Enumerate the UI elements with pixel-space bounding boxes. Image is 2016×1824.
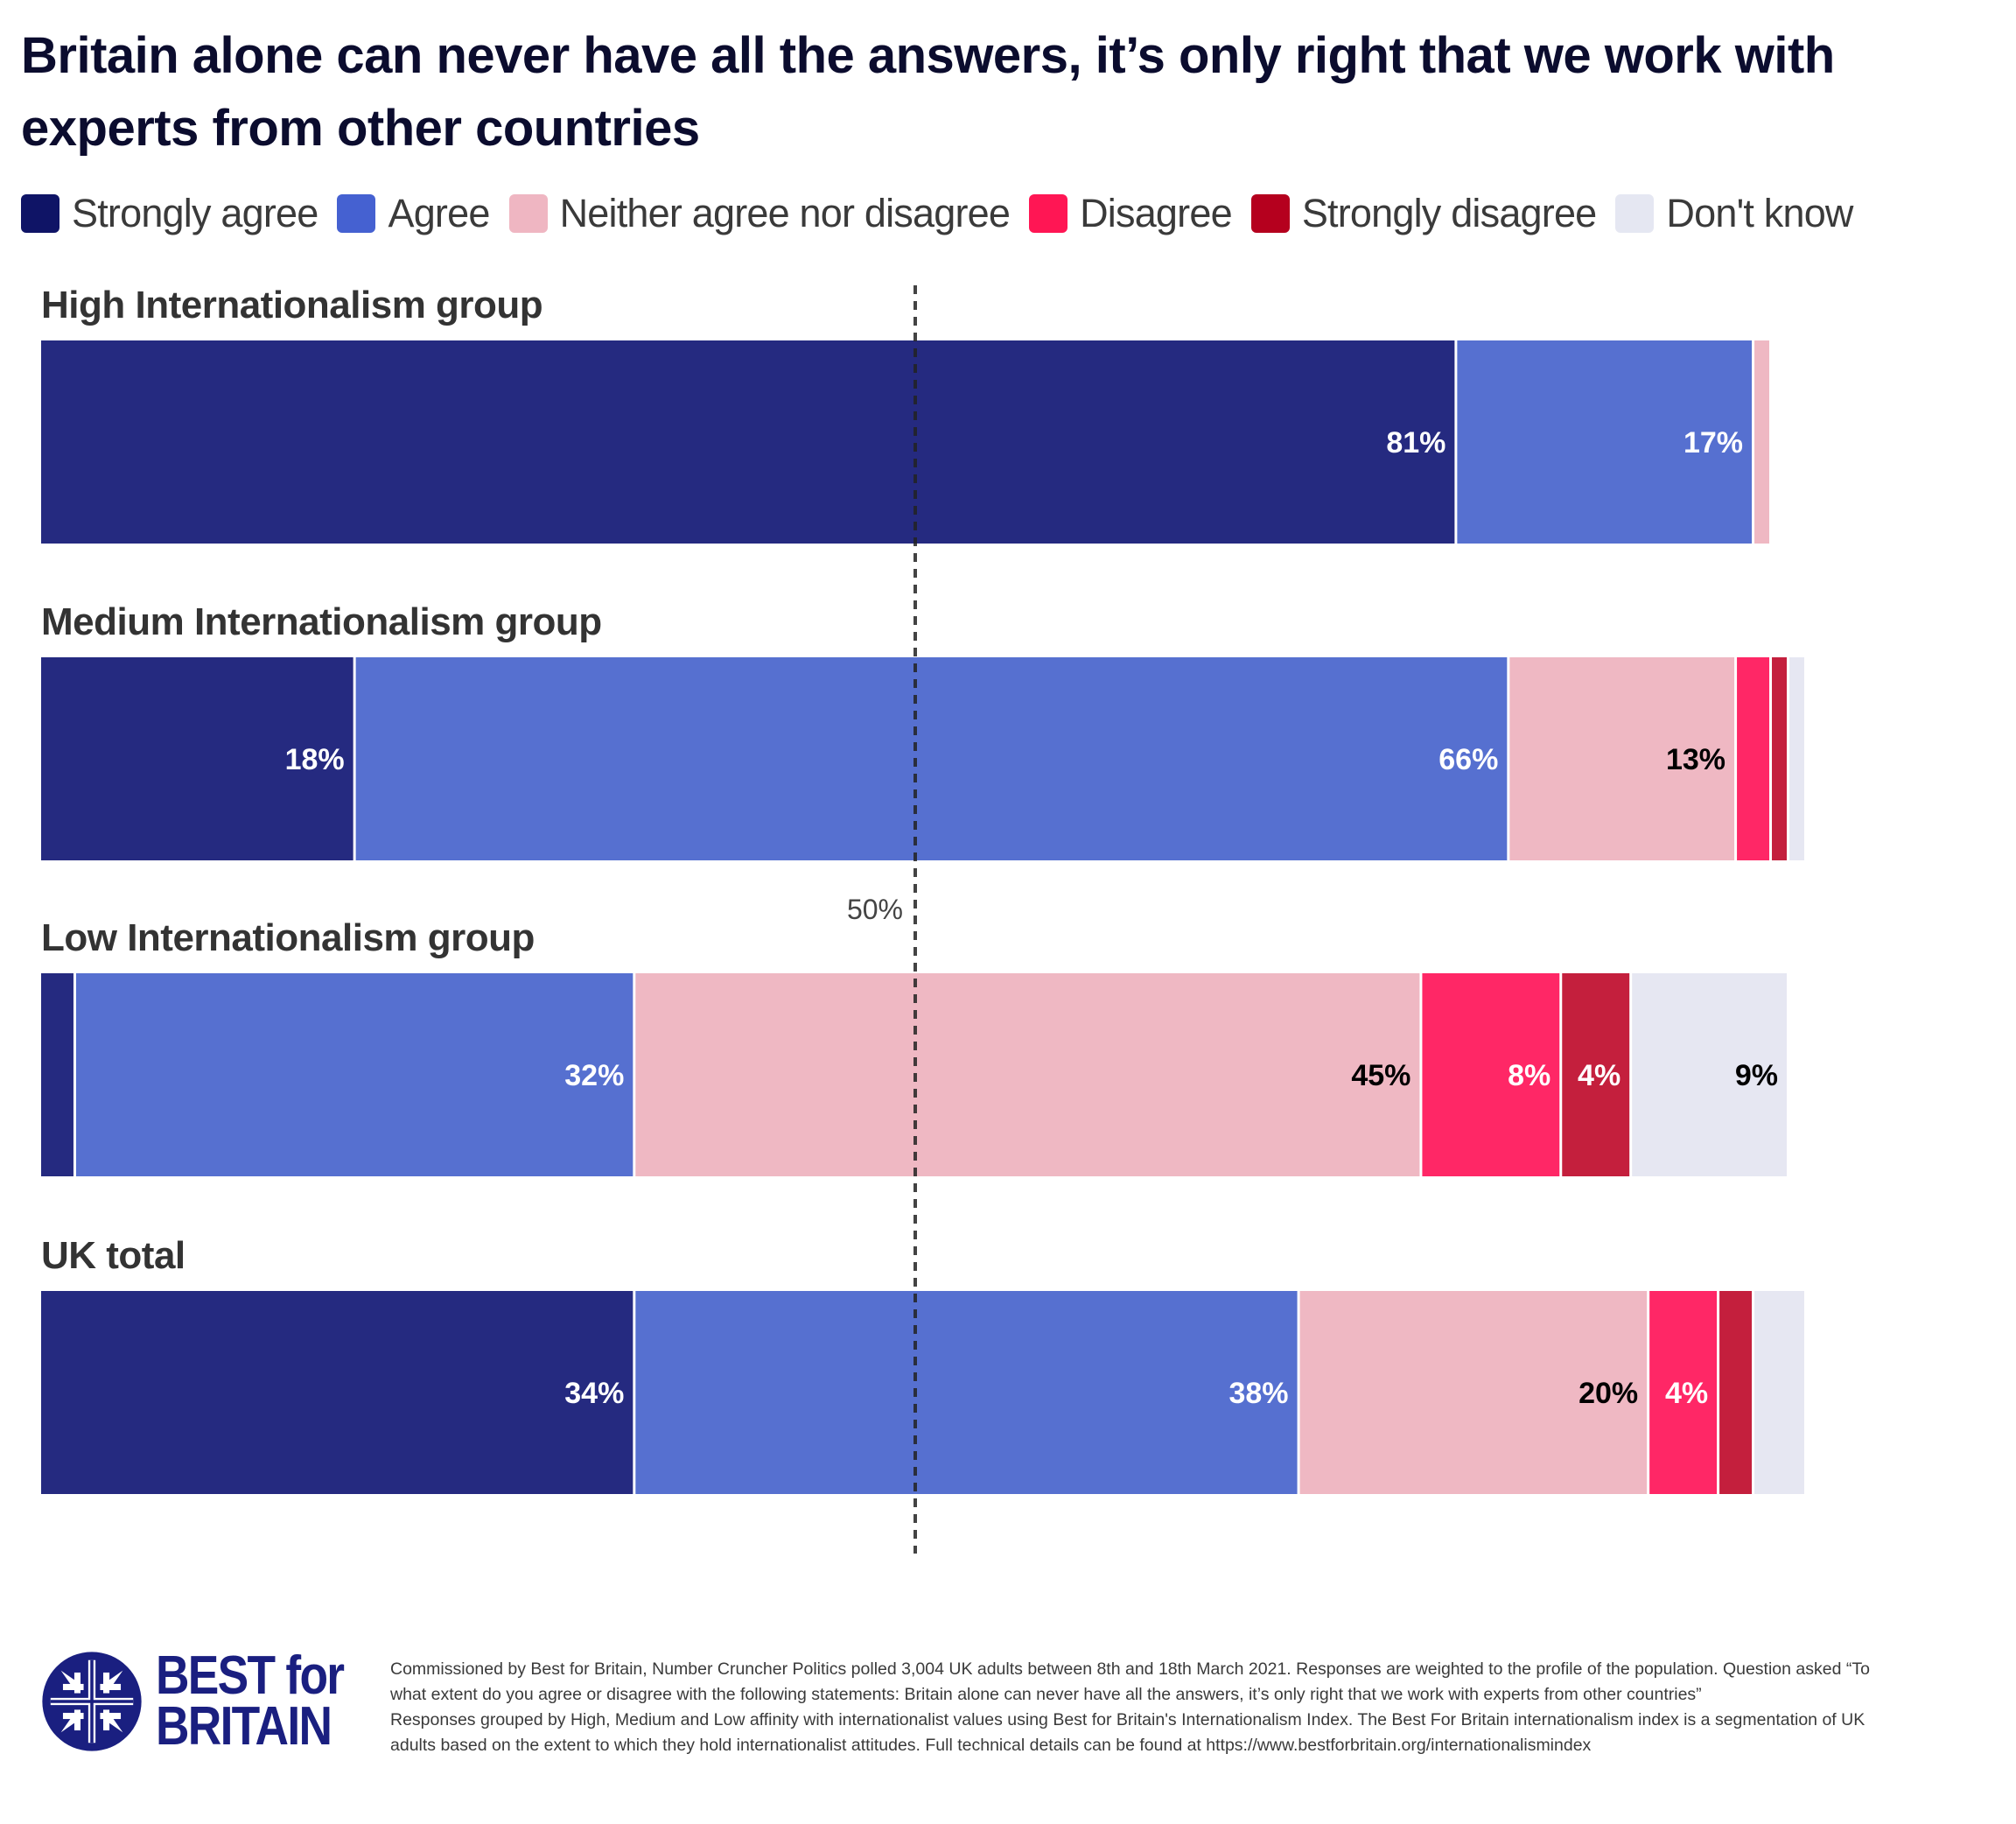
legend-item-dont-know: Don't know — [1615, 191, 1853, 236]
bar-segment-low-internationalism-group-agree — [75, 973, 634, 1176]
bars-layer — [41, 340, 1804, 1494]
bar-segment-uk-total-neither-agree-nor-disagree — [1299, 1291, 1648, 1494]
reference-line-label: 50% — [847, 894, 903, 925]
legend-label: Don't know — [1666, 191, 1853, 235]
logo-wordmark: BEST for BRITAIN — [156, 1645, 345, 1757]
legend-swatch — [1250, 194, 1290, 233]
legend: Strongly agree Agree Neither agree nor d… — [21, 191, 1872, 236]
group-label-medium-internationalism-group: Medium Internationalism group — [41, 600, 602, 643]
chart-title: Britain alone can never have all the ans… — [21, 27, 1835, 157]
data-label-low-internationalism-group-strongly-disagree: 4% — [1578, 1059, 1620, 1092]
labels-layer: High Internationalism group 81% 17% Medium … — [41, 284, 1778, 1410]
bar-segment-high-internationalism-group-neither-agree-nor-disagree — [1754, 340, 1770, 544]
data-label-high-internationalism-group-strongly-agree: 81% — [1386, 426, 1446, 460]
note-line: adults based on the extent to which they… — [390, 1736, 1592, 1755]
bar-segment-low-internationalism-group-neither-agree-nor-disagree — [635, 973, 1420, 1176]
legend-item-strongly-agree: Strongly agree — [21, 191, 318, 236]
legend-item-agree: Agree — [337, 191, 490, 236]
legend-label: Strongly disagree — [1301, 191, 1597, 235]
bar-segment-uk-total-strongly-disagree — [1719, 1291, 1753, 1494]
best-for-britain-logo: BEST for BRITAIN — [40, 1645, 374, 1757]
bar-segment-low-internationalism-group-strongly-agree — [41, 973, 74, 1176]
stacked-bar-chart: High Internationalism group 81% 17% Medium … — [41, 284, 1804, 1554]
data-label-low-internationalism-group-neither-agree-nor-disagree: 45% — [1351, 1059, 1410, 1092]
data-label-high-internationalism-group-agree: 17% — [1684, 426, 1743, 460]
legend-label: Strongly agree — [72, 191, 318, 235]
legend-item-neither: Neither agree nor disagree — [508, 191, 1011, 236]
group-label-high-internationalism-group: High Internationalism group — [41, 284, 542, 326]
legend-item-disagree: Disagree — [1029, 191, 1233, 236]
bar-segment-high-internationalism-group-strongly-agree — [41, 340, 1455, 544]
bar-segment-high-internationalism-group-agree — [1457, 340, 1753, 544]
bar-segment-low-internationalism-group-disagree — [1422, 973, 1560, 1176]
note-line: what extent do you agree or disagree wit… — [390, 1685, 1702, 1704]
data-label-low-internationalism-group-don-t-know: 9% — [1735, 1059, 1778, 1092]
data-label-uk-total-agree: 38% — [1228, 1377, 1288, 1410]
group-label-uk-total: UK total — [41, 1234, 186, 1277]
bar-segment-low-internationalism-group-don-t-know — [1632, 973, 1787, 1176]
bar-segment-uk-total-strongly-agree — [41, 1291, 634, 1494]
legend-swatch — [1615, 194, 1655, 233]
legend-item-strongly-disagree: Strongly disagree — [1250, 191, 1597, 236]
bar-segment-uk-total-don-t-know — [1754, 1291, 1804, 1494]
data-label-uk-total-disagree: 4% — [1665, 1377, 1708, 1410]
data-label-medium-internationalism-group-strongly-agree: 18% — [285, 743, 345, 776]
legend-label: Agree — [388, 191, 490, 235]
bar-segment-medium-internationalism-group-don-t-know — [1789, 657, 1804, 860]
logo-emblem-icon — [42, 1652, 142, 1751]
logo-line-2: BRITAIN — [156, 1696, 332, 1757]
bar-segment-medium-internationalism-group-strongly-agree — [41, 657, 354, 860]
logo-line-1: BEST for — [156, 1645, 345, 1706]
bar-segment-low-internationalism-group-strongly-disagree — [1562, 973, 1630, 1176]
data-label-low-internationalism-group-disagree: 8% — [1508, 1059, 1550, 1092]
legend-label: Neither agree nor disagree — [559, 191, 1011, 235]
data-label-medium-internationalism-group-agree: 66% — [1438, 743, 1498, 776]
bar-segment-medium-internationalism-group-neither-agree-nor-disagree — [1509, 657, 1735, 860]
legend-label: Disagree — [1080, 191, 1233, 235]
data-label-medium-internationalism-group-neither-agree-nor-disagree: 13% — [1666, 743, 1726, 776]
legend-swatch — [337, 194, 376, 233]
bar-segment-medium-internationalism-group-strongly-disagree — [1772, 657, 1787, 860]
data-label-uk-total-neither-agree-nor-disagree: 20% — [1578, 1377, 1638, 1410]
data-label-low-internationalism-group-agree: 32% — [564, 1059, 624, 1092]
bar-segment-medium-internationalism-group-disagree — [1737, 657, 1770, 860]
reference-line-layer: 50% — [847, 285, 917, 1554]
legend-swatch — [21, 194, 60, 233]
bar-segment-medium-internationalism-group-agree — [355, 657, 1508, 860]
bar-segment-uk-total-disagree — [1649, 1291, 1718, 1494]
bar-segment-uk-total-agree — [635, 1291, 1298, 1494]
footer-methodology-note: Commissioned by Best for Britain, Number… — [390, 1657, 1992, 1758]
legend-swatch — [508, 194, 548, 233]
legend-swatch — [1029, 194, 1068, 233]
data-label-uk-total-strongly-agree: 34% — [564, 1377, 624, 1410]
group-label-low-internationalism-group: Low Internationalism group — [41, 916, 535, 959]
note-line: Responses grouped by High, Medium and Lo… — [390, 1710, 1866, 1729]
note-line: Commissioned by Best for Britain, Number… — [390, 1659, 1870, 1679]
